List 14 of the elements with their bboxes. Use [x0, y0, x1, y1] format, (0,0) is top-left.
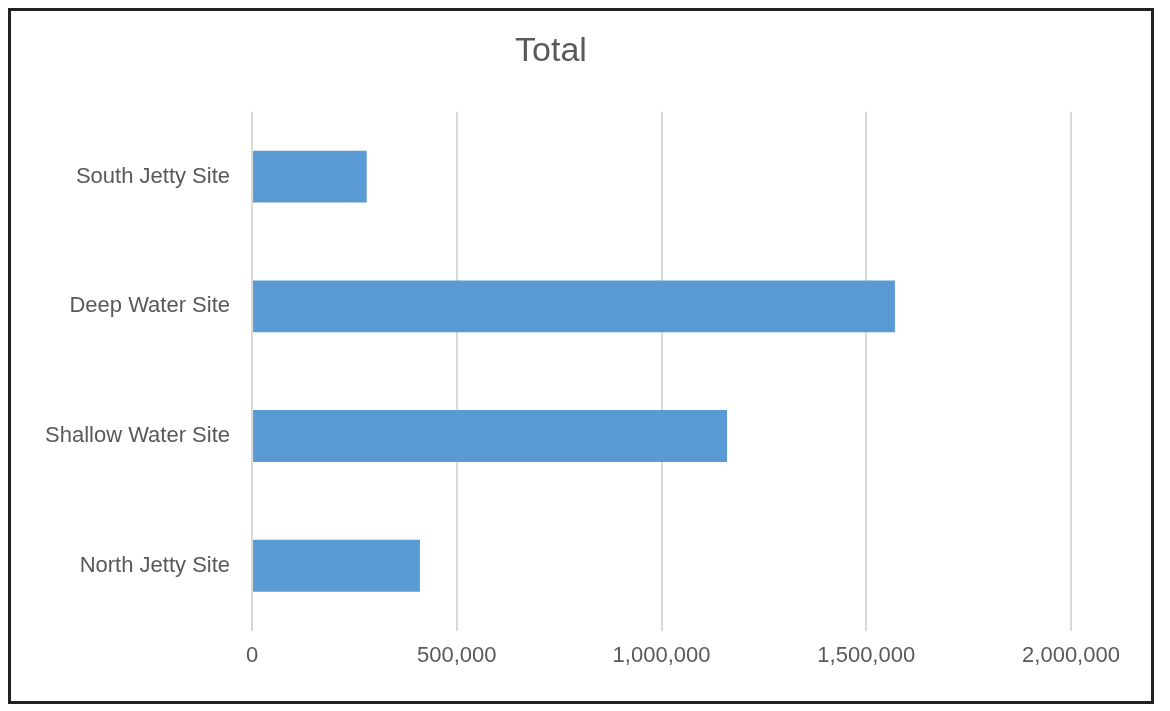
y-tick-label: Deep Water Site [69, 292, 231, 318]
y-tick-label: South Jetty Site [75, 162, 231, 188]
bar [253, 539, 420, 592]
bar [253, 280, 895, 333]
x-tick-label: 500,000 [417, 641, 497, 667]
x-tick-label: 2,000,000 [1022, 641, 1120, 667]
x-tick-label: 1,000,000 [612, 641, 711, 667]
bar [253, 150, 367, 203]
bar [253, 410, 728, 462]
chart-title: Total [515, 29, 587, 68]
x-tick-label: 0 [245, 641, 259, 667]
y-tick-label: North Jetty Site [79, 551, 231, 577]
x-tick-label: 1,500,000 [817, 641, 916, 667]
y-tick-label: Shallow Water Site [44, 422, 231, 448]
